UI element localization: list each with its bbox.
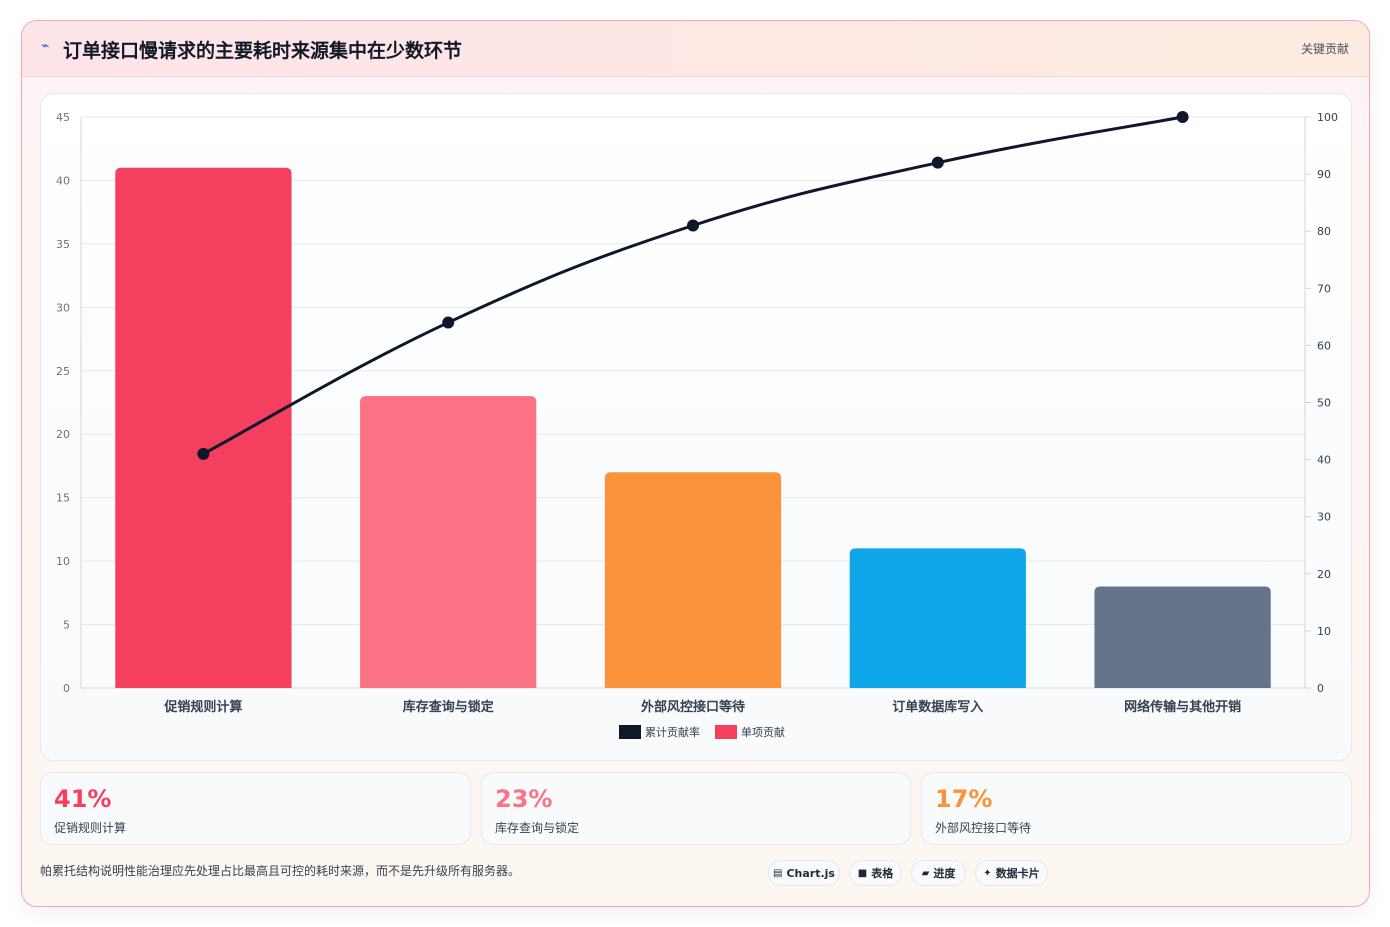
y-right-tick-label: 50 (1317, 397, 1331, 410)
x-tick-label: 库存查询与锁定 (403, 699, 494, 715)
legend-swatch (715, 725, 737, 739)
chart-panel: 0 5 10 15 20 25 30 35 40 45 0 10 20 30 40 50 60 70 80 90 100… (40, 93, 1352, 761)
stat-card-2: 23% 库存查询与锁定 (481, 772, 911, 845)
x-tick-label: 促销规则计算 (163, 699, 242, 715)
cumulative-point (687, 219, 699, 232)
y-right-tick-label: 0 (1317, 682, 1324, 695)
stat-label: 促销规则计算 (54, 821, 127, 835)
chart-title: 订单接口慢请求的主要耗时来源集中在少数环节 (63, 40, 463, 62)
legend-swatch (619, 725, 641, 739)
chip-label: 表格 (871, 867, 894, 880)
y-left-tick-label: 5 (63, 619, 70, 632)
y-right-tick-label: 60 (1317, 339, 1331, 352)
legend-label: 单项贡献 (741, 725, 785, 739)
bar (360, 396, 537, 688)
sparkle-icon: ✦ (983, 867, 992, 879)
cumulative-point (1176, 111, 1189, 123)
y-right-tick-label: 10 (1317, 625, 1331, 638)
y-left-tick-label: 15 (56, 492, 70, 505)
bar (1094, 586, 1271, 688)
y-right-tick-label: 90 (1317, 168, 1331, 181)
y-left-tick-label: 10 (56, 555, 70, 568)
legend-label: 累计贡献率 (645, 725, 700, 739)
stat-label: 库存查询与锁定 (495, 821, 580, 835)
x-tick-label: 网络传输与其他开销 (1124, 699, 1241, 715)
chart-icon: ▤ (773, 867, 783, 879)
stat-label: 外部风控接口等待 (935, 821, 1032, 835)
chip-progress[interactable]: ▰ 进度 (911, 860, 966, 886)
y-left-tick-label: 45 (56, 111, 70, 124)
stat-card-3: 17% 外部风控接口等待 (921, 772, 1352, 845)
lightning-icon: ⌁ (41, 38, 50, 54)
y-right-tick-label: 20 (1317, 568, 1331, 581)
stat-value: 17% (935, 785, 993, 813)
stat-value: 23% (495, 785, 553, 813)
footer-note: 帕累托结构说明性能治理应先处理占比最高且可控的耗时来源，而不是先升级所有服务器。 (40, 864, 521, 878)
y-right-tick-label: 30 (1317, 511, 1331, 524)
header-tag: 关键贡献 (1300, 42, 1349, 56)
y-left-tick-label: 40 (56, 174, 70, 187)
cumulative-line (202, 115, 1183, 456)
bar (115, 167, 292, 688)
cumulative-point (931, 156, 944, 169)
y-right-tick-label: 80 (1317, 225, 1331, 238)
y-left-tick-label: 25 (56, 365, 70, 378)
chip-data-card[interactable]: ✦ 数据卡片 (975, 860, 1048, 886)
chip-chartjs[interactable]: ▤ Chart.js (768, 860, 840, 886)
chip-label: 进度 (933, 867, 956, 880)
cumulative-point (442, 316, 455, 329)
chart-card: ⌁ 订单接口慢请求的主要耗时来源集中在少数环节 关键贡献 0 5 10 15 20 25 3… (21, 20, 1370, 907)
stat-card-1: 41% 促销规则计算 (40, 772, 471, 845)
progress-icon: ▰ (921, 867, 930, 879)
chip-table[interactable]: ■ 表格 (849, 860, 902, 886)
pareto-chart: 0 5 10 15 20 25 30 35 40 45 0 10 20 30 40 50 60 70 80 90 100… (56, 111, 1338, 739)
y-left-tick-label: 0 (63, 682, 70, 695)
chip-label: 数据卡片 (995, 867, 1040, 880)
y-left-tick-label: 30 (56, 301, 70, 314)
table-icon: ■ (857, 867, 868, 879)
x-tick-label: 订单数据库写入 (892, 699, 983, 715)
y-right-tick-label: 70 (1317, 282, 1331, 295)
cumulative-point (197, 447, 210, 460)
y-right-tick-label: 100 (1317, 111, 1338, 124)
x-tick-label: 外部风控接口等待 (640, 699, 745, 715)
chip-label: Chart.js (786, 866, 835, 880)
stat-value: 41% (54, 785, 112, 813)
bar (604, 472, 782, 688)
y-right-tick-label: 40 (1317, 454, 1331, 467)
y-left-tick-label: 20 (56, 428, 70, 441)
bar (849, 548, 1026, 688)
y-left-tick-label: 35 (56, 238, 70, 251)
card-header: ⌁ 订单接口慢请求的主要耗时来源集中在少数环节 关键贡献 (22, 21, 1369, 77)
